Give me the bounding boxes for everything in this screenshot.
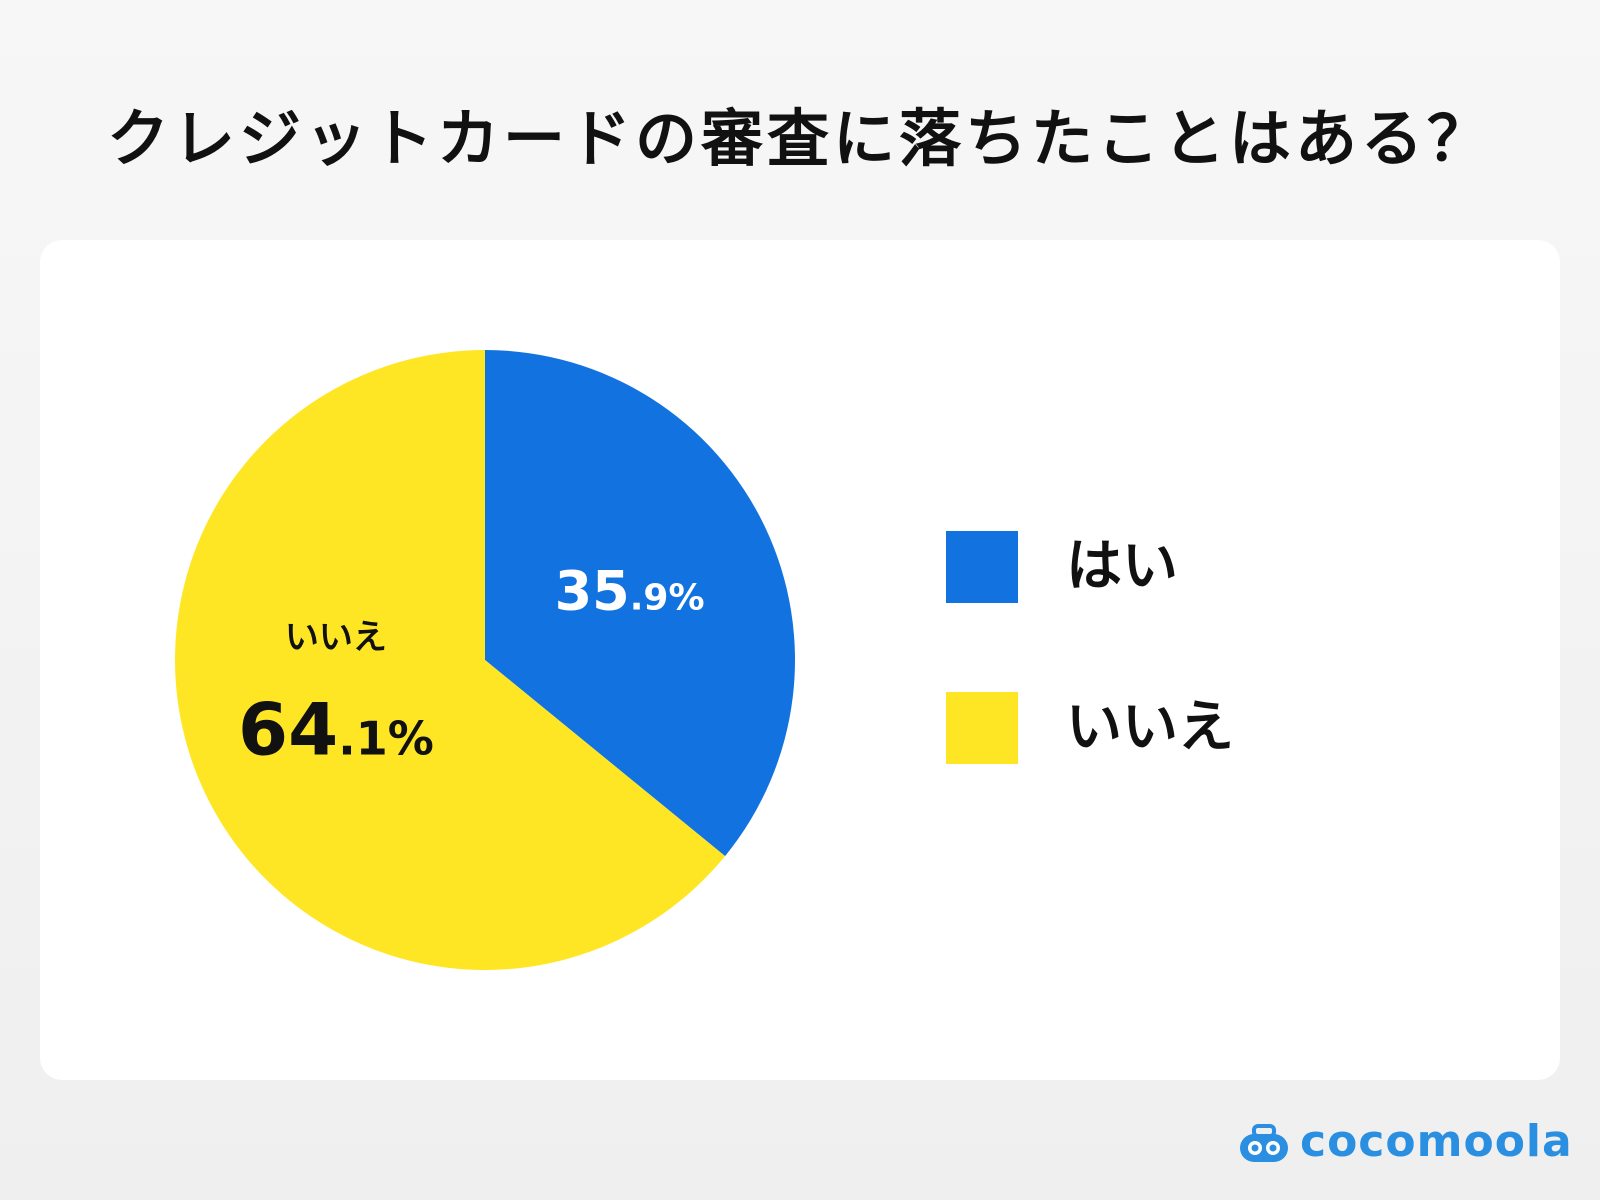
brand-logo: cocomoola [1238,1116,1572,1167]
pie-slice-yes [485,350,795,857]
legend-label-yes: はい [1066,534,1178,599]
slice-label-no: 64.1% [238,688,434,772]
pie-chart: 35.9% いいえ 64.1% [174,350,795,971]
chart-card: 35.9% いいえ 64.1% はい いいえ [40,240,1560,1080]
slice-category-no: いいえ [285,618,387,658]
brand-name: cocomoola [1300,1116,1573,1167]
chart-title: クレジットカードの審査に落ちたことはある？ [106,102,1493,175]
legend-swatch-yes [946,531,1018,603]
slice-label-yes: 35.9% [555,559,705,622]
legend-label-no: いいえ [1066,695,1234,760]
cocomoola-logo-icon [1240,1124,1288,1162]
pie-slice-no [174,350,726,971]
legend-swatch-no [946,692,1018,764]
